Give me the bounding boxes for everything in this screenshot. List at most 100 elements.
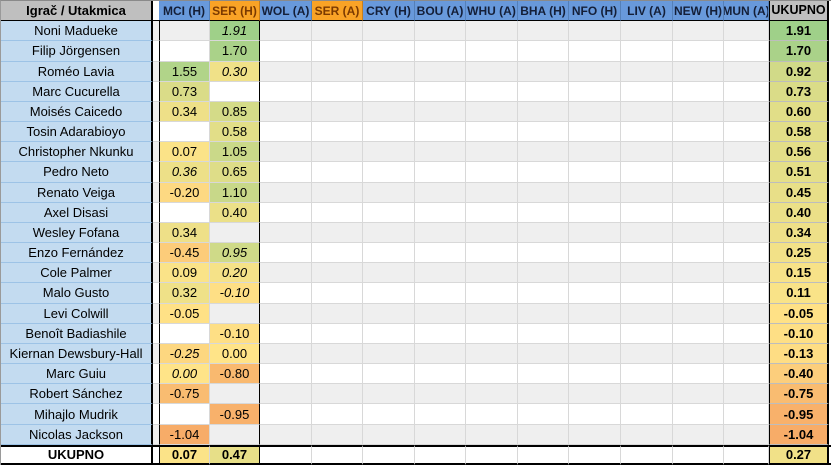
player-name-cell[interactable]: Mihajlo Mudrik (1, 404, 153, 425)
empty-cell[interactable] (312, 101, 363, 123)
empty-cell[interactable] (621, 182, 673, 203)
empty-cell[interactable] (724, 243, 769, 264)
total-value-cell[interactable]: 0.40 (769, 202, 829, 223)
empty-cell[interactable] (673, 142, 724, 163)
empty-cell[interactable] (260, 364, 312, 385)
empty-cell[interactable] (363, 142, 415, 163)
empty-cell[interactable] (724, 343, 769, 365)
empty-cell[interactable] (569, 263, 621, 284)
empty-cell[interactable] (415, 202, 466, 223)
empty-cell[interactable] (621, 243, 673, 264)
match-value-cell-ser[interactable]: 0.40 (210, 202, 260, 223)
empty-cell[interactable] (569, 162, 621, 183)
empty-cell[interactable] (260, 424, 312, 445)
empty-cell[interactable] (260, 122, 312, 143)
empty-cell[interactable] (518, 323, 569, 344)
empty-cell[interactable] (673, 283, 724, 304)
empty-cell[interactable] (466, 101, 518, 123)
empty-cell[interactable] (518, 41, 569, 62)
empty-cell[interactable] (415, 343, 466, 365)
empty-cell[interactable] (673, 61, 724, 82)
empty-cell[interactable] (466, 222, 518, 244)
column-header-nfo-h[interactable]: NFO (H) (569, 1, 621, 22)
column-header-whu-a[interactable]: WHU (A) (466, 1, 518, 22)
match-value-cell-mci[interactable] (159, 122, 210, 143)
empty-cell[interactable] (673, 364, 724, 385)
empty-cell[interactable] (518, 182, 569, 203)
match-value-cell-mci[interactable]: 0.00 (159, 364, 210, 385)
empty-cell[interactable] (518, 243, 569, 264)
empty-cell[interactable] (363, 101, 415, 123)
empty-cell[interactable] (569, 182, 621, 203)
match-value-cell-ser[interactable]: -0.80 (210, 364, 260, 385)
empty-cell[interactable] (312, 263, 363, 284)
player-name-cell[interactable]: Robert Sánchez (1, 384, 153, 405)
player-name-cell[interactable]: Benoît Badiashile (1, 323, 153, 344)
empty-cell[interactable] (466, 444, 518, 465)
empty-cell[interactable] (260, 222, 312, 244)
empty-cell[interactable] (569, 404, 621, 425)
empty-cell[interactable] (518, 303, 569, 324)
empty-cell[interactable] (312, 303, 363, 324)
empty-cell[interactable] (518, 444, 569, 465)
empty-cell[interactable] (621, 444, 673, 465)
empty-cell[interactable] (312, 323, 363, 344)
player-name-cell[interactable]: Noni Madueke (1, 21, 153, 42)
column-header-liv-a[interactable]: LIV (A) (621, 1, 673, 22)
empty-cell[interactable] (466, 21, 518, 42)
empty-cell[interactable] (466, 263, 518, 284)
player-name-cell[interactable]: Cole Palmer (1, 263, 153, 284)
match-value-cell-mci[interactable]: -0.45 (159, 243, 210, 264)
empty-cell[interactable] (673, 323, 724, 344)
total-value-cell[interactable]: 0.34 (769, 222, 829, 244)
empty-cell[interactable] (363, 243, 415, 264)
empty-cell[interactable] (415, 404, 466, 425)
match-value-cell-mci[interactable]: 0.36 (159, 162, 210, 183)
empty-cell[interactable] (569, 384, 621, 405)
empty-cell[interactable] (569, 41, 621, 62)
empty-cell[interactable] (312, 404, 363, 425)
empty-cell[interactable] (466, 384, 518, 405)
empty-cell[interactable] (363, 283, 415, 304)
total-value-cell[interactable]: -0.05 (769, 303, 829, 324)
empty-cell[interactable] (260, 41, 312, 62)
empty-cell[interactable] (569, 61, 621, 82)
empty-cell[interactable] (466, 122, 518, 143)
empty-cell[interactable] (312, 243, 363, 264)
empty-cell[interactable] (363, 61, 415, 82)
empty-cell[interactable] (363, 222, 415, 244)
empty-cell[interactable] (260, 343, 312, 365)
empty-cell[interactable] (569, 364, 621, 385)
empty-cell[interactable] (363, 424, 415, 445)
empty-cell[interactable] (260, 81, 312, 102)
empty-cell[interactable] (260, 404, 312, 425)
empty-cell[interactable] (363, 122, 415, 143)
empty-cell[interactable] (312, 384, 363, 405)
player-name-cell[interactable]: Roméo Lavia (1, 61, 153, 82)
player-name-cell[interactable]: Pedro Neto (1, 162, 153, 183)
empty-cell[interactable] (312, 202, 363, 223)
empty-cell[interactable] (363, 323, 415, 344)
player-name-cell[interactable]: Kiernan Dewsbury-Hall (1, 343, 153, 365)
empty-cell[interactable] (569, 81, 621, 102)
empty-cell[interactable] (466, 343, 518, 365)
match-value-cell-mci[interactable] (159, 41, 210, 62)
empty-cell[interactable] (415, 182, 466, 203)
empty-cell[interactable] (466, 182, 518, 203)
empty-cell[interactable] (621, 142, 673, 163)
empty-cell[interactable] (621, 384, 673, 405)
empty-cell[interactable] (673, 101, 724, 123)
empty-cell[interactable] (673, 162, 724, 183)
empty-cell[interactable] (312, 142, 363, 163)
empty-cell[interactable] (363, 343, 415, 365)
player-name-cell[interactable]: Marc Cucurella (1, 81, 153, 102)
empty-cell[interactable] (724, 323, 769, 344)
empty-cell[interactable] (415, 283, 466, 304)
empty-cell[interactable] (724, 202, 769, 223)
empty-cell[interactable] (260, 263, 312, 284)
empty-cell[interactable] (673, 384, 724, 405)
empty-cell[interactable] (518, 162, 569, 183)
empty-cell[interactable] (363, 182, 415, 203)
empty-cell[interactable] (724, 61, 769, 82)
empty-cell[interactable] (466, 323, 518, 344)
